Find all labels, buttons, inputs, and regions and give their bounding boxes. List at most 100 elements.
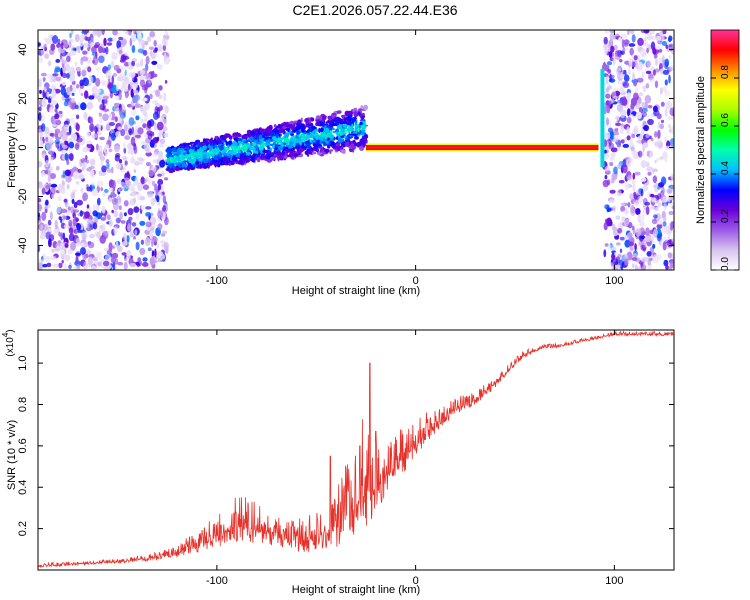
spectrogram-cell (98, 55, 105, 64)
spectrogram-cell (618, 37, 622, 42)
spectrogram-cell (40, 224, 44, 232)
spectrogram-cell (140, 58, 144, 67)
spectrogram-cell (89, 76, 94, 84)
spectrogram-cell (134, 207, 139, 212)
spectrogram-cell (61, 259, 64, 264)
spectrogram-cell (657, 254, 662, 261)
spectrogram-cell (71, 45, 76, 49)
spectrogram-cell (362, 112, 365, 116)
spectrogram-cell (232, 157, 237, 161)
spectrogram-cell (232, 142, 238, 147)
spectrogram-cell (111, 197, 119, 205)
snr-y-ticks: 0.2 0.4 0.6 0.8 1.0 (17, 355, 674, 536)
spectrogram-cell (613, 87, 620, 92)
spectrogram-cell (129, 262, 137, 268)
spectrogram-cell (127, 223, 131, 232)
spectrogram-cell (104, 230, 109, 237)
spectrogram-cell (637, 135, 644, 140)
spectrogram-cell (111, 252, 119, 259)
spectrogram-cell (607, 244, 612, 251)
spectrogram-cell (104, 99, 108, 104)
spectrogram-cell (631, 179, 636, 185)
spectrogram-cell (58, 231, 61, 237)
spectrogram-cell (657, 121, 661, 126)
spectrogram-cell (637, 213, 641, 223)
spectrogram-cell (649, 78, 656, 83)
spectrogram-cell (645, 206, 650, 215)
spectrogram-cell (665, 100, 673, 110)
spectrogram-cell (252, 153, 257, 157)
spectrogram-cell (341, 128, 344, 132)
spectrogram-cell (635, 86, 639, 94)
spectrogram-cell (668, 266, 673, 270)
spectrogram-cell (66, 154, 73, 160)
spectrogram-cell (192, 145, 195, 149)
spectrogram-cell (79, 39, 84, 47)
spectrogram-cell (604, 218, 608, 223)
spectrogram-cell (71, 92, 75, 97)
spectrogram-cell (141, 97, 148, 102)
y-tick-label: 0 (17, 144, 29, 150)
spectrogram-cell (670, 185, 674, 190)
spectrogram-cell (56, 165, 60, 171)
spectrogram-cell (631, 133, 636, 138)
spectrogram-cell (635, 266, 639, 270)
spectrogram-cell (74, 61, 78, 67)
spectrogram-cell (668, 74, 671, 84)
spectrogram-cell (656, 233, 662, 242)
spectrogram-cell (81, 33, 85, 40)
spectrogram-cell (83, 111, 88, 121)
spectrogram-cell (149, 31, 156, 38)
spectrogram-cell (359, 113, 362, 118)
spectrogram-cell (126, 170, 130, 179)
spectrogram-cell (152, 152, 158, 157)
spectrogram-cell (89, 158, 96, 166)
spectrogram-cell (640, 48, 647, 58)
spectrogram-cell (159, 105, 164, 111)
spectrogram-cell (75, 252, 81, 256)
spectrogram-cell (142, 262, 149, 267)
spectrogram-cell (133, 145, 138, 155)
spectrogram-cell (87, 241, 95, 249)
spectrogram-cell (100, 224, 106, 233)
spectrogram-cell (638, 107, 643, 114)
spectrogram-cell (72, 218, 77, 227)
spectrogram-cell (323, 143, 328, 146)
spectrogram-cell (81, 56, 89, 62)
spectrogram-cell (667, 234, 671, 240)
spectrogram-cell (86, 204, 90, 209)
spectrogram-cell (147, 79, 152, 84)
spectrogram-cell (631, 263, 635, 268)
spectrogram-cell (136, 62, 141, 68)
spectrogram-cell (85, 36, 91, 42)
spectrogram-cell (55, 58, 61, 63)
spectrogram-cell (315, 117, 320, 120)
spectrogram-cell (108, 113, 113, 120)
spectrogram-cell (296, 138, 302, 141)
spectrogram-cell (317, 122, 321, 126)
spectrogram-cell (238, 150, 242, 154)
spectrogram-cell (194, 155, 200, 158)
spectrogram-cell (134, 160, 140, 166)
spectrogram-cell (102, 80, 109, 87)
spectrogram-cell (363, 134, 369, 140)
spectrogram-cell (148, 170, 154, 177)
spectrogram-cell (122, 156, 128, 161)
spectrogram-cell (331, 114, 337, 118)
spectrogram-cell (140, 239, 145, 245)
spectrogram-cell (93, 55, 97, 59)
spectrogram-cell (76, 223, 82, 231)
spectrogram-cell (162, 37, 167, 47)
spectrogram-cell (123, 200, 129, 207)
spectrogram-cell (129, 198, 136, 206)
spectrogram-cell (64, 243, 69, 248)
spectrogram-cell (641, 102, 646, 108)
spectrogram-cell (158, 85, 163, 91)
spectrogram-cell (39, 233, 46, 240)
snr-y-label: SNR (10 * v/v) (6, 420, 18, 490)
spectrogram-cell (79, 210, 84, 217)
spectrogram-cell (217, 138, 222, 144)
spectrogram-cell (108, 148, 113, 153)
spectrogram-cell (340, 135, 345, 138)
spectrogram-cell (42, 263, 48, 268)
